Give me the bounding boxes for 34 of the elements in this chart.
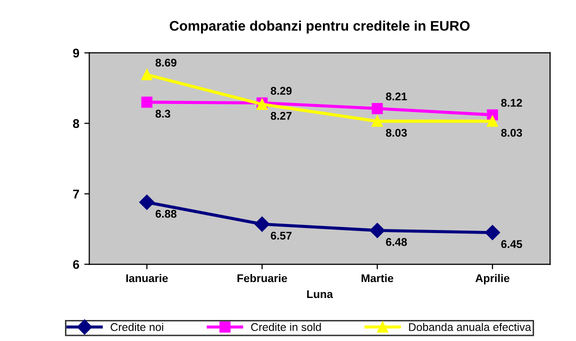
y-tick-label: 9 — [73, 48, 80, 58]
data-label: 6.45 — [501, 240, 522, 248]
data-label: 6.48 — [386, 238, 407, 246]
data-label: 6.57 — [270, 232, 292, 240]
point — [372, 102, 383, 114]
legend-label: Credite noi — [110, 322, 164, 332]
data-label: 8.21 — [386, 92, 407, 100]
legend-label: Dobanda anuala efectiva — [409, 322, 532, 332]
point — [141, 69, 152, 80]
chart-title: Comparatie dobanzi pentru creditele in EURO — [170, 20, 470, 34]
point — [141, 96, 152, 108]
x-tick-label: Aprilie — [475, 274, 510, 284]
data-label: 8.03 — [501, 128, 522, 137]
point — [370, 222, 385, 238]
point — [139, 194, 154, 210]
x-axis-title: Luna — [307, 290, 334, 298]
x-tick-label: Februarie — [238, 274, 288, 282]
y-tick-label: 7 — [73, 190, 80, 198]
data-label: 8.27 — [270, 112, 292, 120]
x-tick-label: Martie — [362, 274, 394, 282]
data-label: 8.12 — [501, 98, 522, 107]
data-label: 8.03 — [386, 128, 407, 137]
data-label: 6.88 — [156, 210, 176, 218]
legend-label: Credite in sold — [251, 322, 321, 332]
data-label: 8.3 — [156, 110, 170, 118]
y-tick-label: 6 — [73, 260, 80, 269]
y-tick-label: 8 — [73, 119, 80, 128]
x-tick-label: Ianuarie — [126, 274, 168, 282]
point — [486, 116, 498, 127]
data-label: 8.69 — [156, 58, 176, 67]
point — [484, 224, 500, 240]
point — [372, 116, 383, 127]
point — [254, 216, 270, 232]
data-label: 8.29 — [270, 86, 292, 95]
